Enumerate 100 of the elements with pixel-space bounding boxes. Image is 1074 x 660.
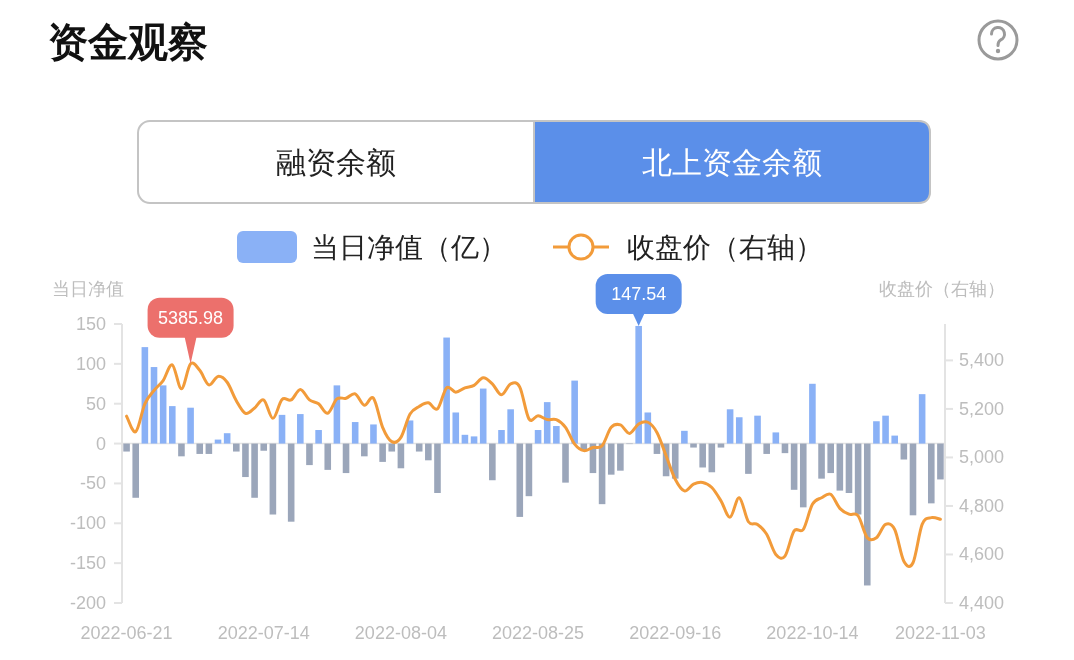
- bar: [726, 409, 734, 444]
- bar: [671, 443, 679, 479]
- bar: [415, 443, 423, 452]
- y-tick-label: -150: [69, 553, 106, 574]
- bar: [918, 394, 926, 444]
- x-tick-label: 2022-11-03: [895, 623, 986, 643]
- bar: [900, 443, 908, 460]
- bar: [562, 443, 569, 483]
- bar: [269, 443, 277, 515]
- bar: [818, 443, 825, 479]
- y2-tick-label: 5,000: [959, 447, 1005, 468]
- bar: [763, 443, 770, 454]
- bar: [251, 443, 258, 498]
- bar: [534, 430, 542, 444]
- y2-tick-label: 5,400: [959, 350, 1005, 371]
- bar: [745, 443, 752, 474]
- x-tick-label: 2022-07-14: [217, 623, 310, 643]
- bar: [452, 412, 460, 444]
- y2-tick-label: 4,800: [959, 495, 1005, 516]
- bar: [196, 443, 204, 454]
- bar: [882, 415, 889, 444]
- bar: [379, 443, 386, 462]
- chart-title: 资金观察: [48, 20, 208, 64]
- bar: [470, 436, 478, 444]
- y-tick-label: -50: [79, 473, 106, 494]
- bar: [937, 443, 944, 480]
- bar: [553, 426, 560, 444]
- bar: [617, 443, 624, 471]
- bar: [315, 430, 322, 444]
- bar: [342, 443, 350, 474]
- y2-tick-label: 4,600: [959, 544, 1005, 565]
- bar: [873, 421, 880, 444]
- bar: [571, 380, 578, 444]
- bar: [854, 443, 862, 515]
- bar: [178, 443, 185, 457]
- y2-tick-label: 4,400: [959, 593, 1005, 613]
- bar: [370, 424, 377, 444]
- bar: [607, 443, 615, 475]
- x-tick-label: 2022-08-25: [492, 623, 585, 643]
- bar: [425, 443, 432, 461]
- bar: [406, 420, 414, 444]
- bar: [233, 443, 240, 452]
- bar: [159, 385, 167, 444]
- bar: [388, 443, 396, 452]
- text: 融资余额: [276, 145, 396, 179]
- bar: [260, 443, 268, 451]
- bar: [543, 402, 551, 444]
- bar: [306, 443, 313, 466]
- bar: [361, 443, 368, 457]
- bar: [891, 435, 898, 444]
- y-tick-label: 100: [75, 353, 106, 374]
- y-tick-label: -200: [69, 593, 106, 613]
- bar: [699, 443, 706, 468]
- bar: [863, 443, 871, 586]
- bar: [927, 443, 935, 504]
- text: 北上资金余额: [642, 145, 822, 179]
- bar: [525, 443, 533, 497]
- y-tick-label: -100: [69, 513, 106, 534]
- bar: [754, 415, 761, 444]
- bar: [297, 414, 304, 444]
- bar: [809, 383, 816, 444]
- bar: [123, 443, 130, 452]
- bar: [479, 388, 487, 444]
- bar: [187, 407, 194, 444]
- bar: [690, 443, 697, 448]
- x-tick-label: 2022-09-16: [629, 623, 722, 643]
- x-tick-label: 2022-10-14: [766, 623, 859, 643]
- y2-axis-title: 收盘价（右轴）: [879, 279, 1005, 299]
- bar: [214, 439, 222, 444]
- data-label: 147.54: [611, 283, 667, 304]
- y2-tick-label: 5,200: [959, 398, 1005, 419]
- y-axis-title: 当日净值: [52, 279, 124, 299]
- bar: [443, 337, 450, 444]
- bar: [772, 432, 780, 444]
- bar: [827, 443, 834, 474]
- y-tick-label: 0: [95, 433, 106, 454]
- bar: [681, 430, 688, 444]
- bar: [735, 417, 743, 444]
- bar: [909, 443, 917, 516]
- bar: [351, 422, 359, 444]
- x-tick-label: 2022-06-21: [80, 623, 173, 643]
- bar: [169, 406, 176, 444]
- bar: [324, 443, 332, 470]
- data-label: 5385.98: [158, 307, 224, 328]
- bar: [461, 434, 469, 444]
- y-tick-label: 50: [85, 393, 106, 414]
- bar: [790, 443, 798, 490]
- bar: [223, 433, 231, 444]
- x-tick-label: 2022-08-04: [354, 623, 447, 643]
- bar: [489, 443, 496, 481]
- legend-label: 收盘价（右轴）: [627, 231, 823, 263]
- bar: [799, 443, 807, 508]
- bar: [278, 414, 286, 444]
- bar: [717, 443, 725, 448]
- bar: [242, 443, 249, 478]
- y-tick-label: 150: [75, 314, 106, 334]
- bar: [836, 443, 844, 491]
- bar: [845, 443, 853, 493]
- bar: [434, 443, 441, 493]
- bar: [516, 443, 524, 517]
